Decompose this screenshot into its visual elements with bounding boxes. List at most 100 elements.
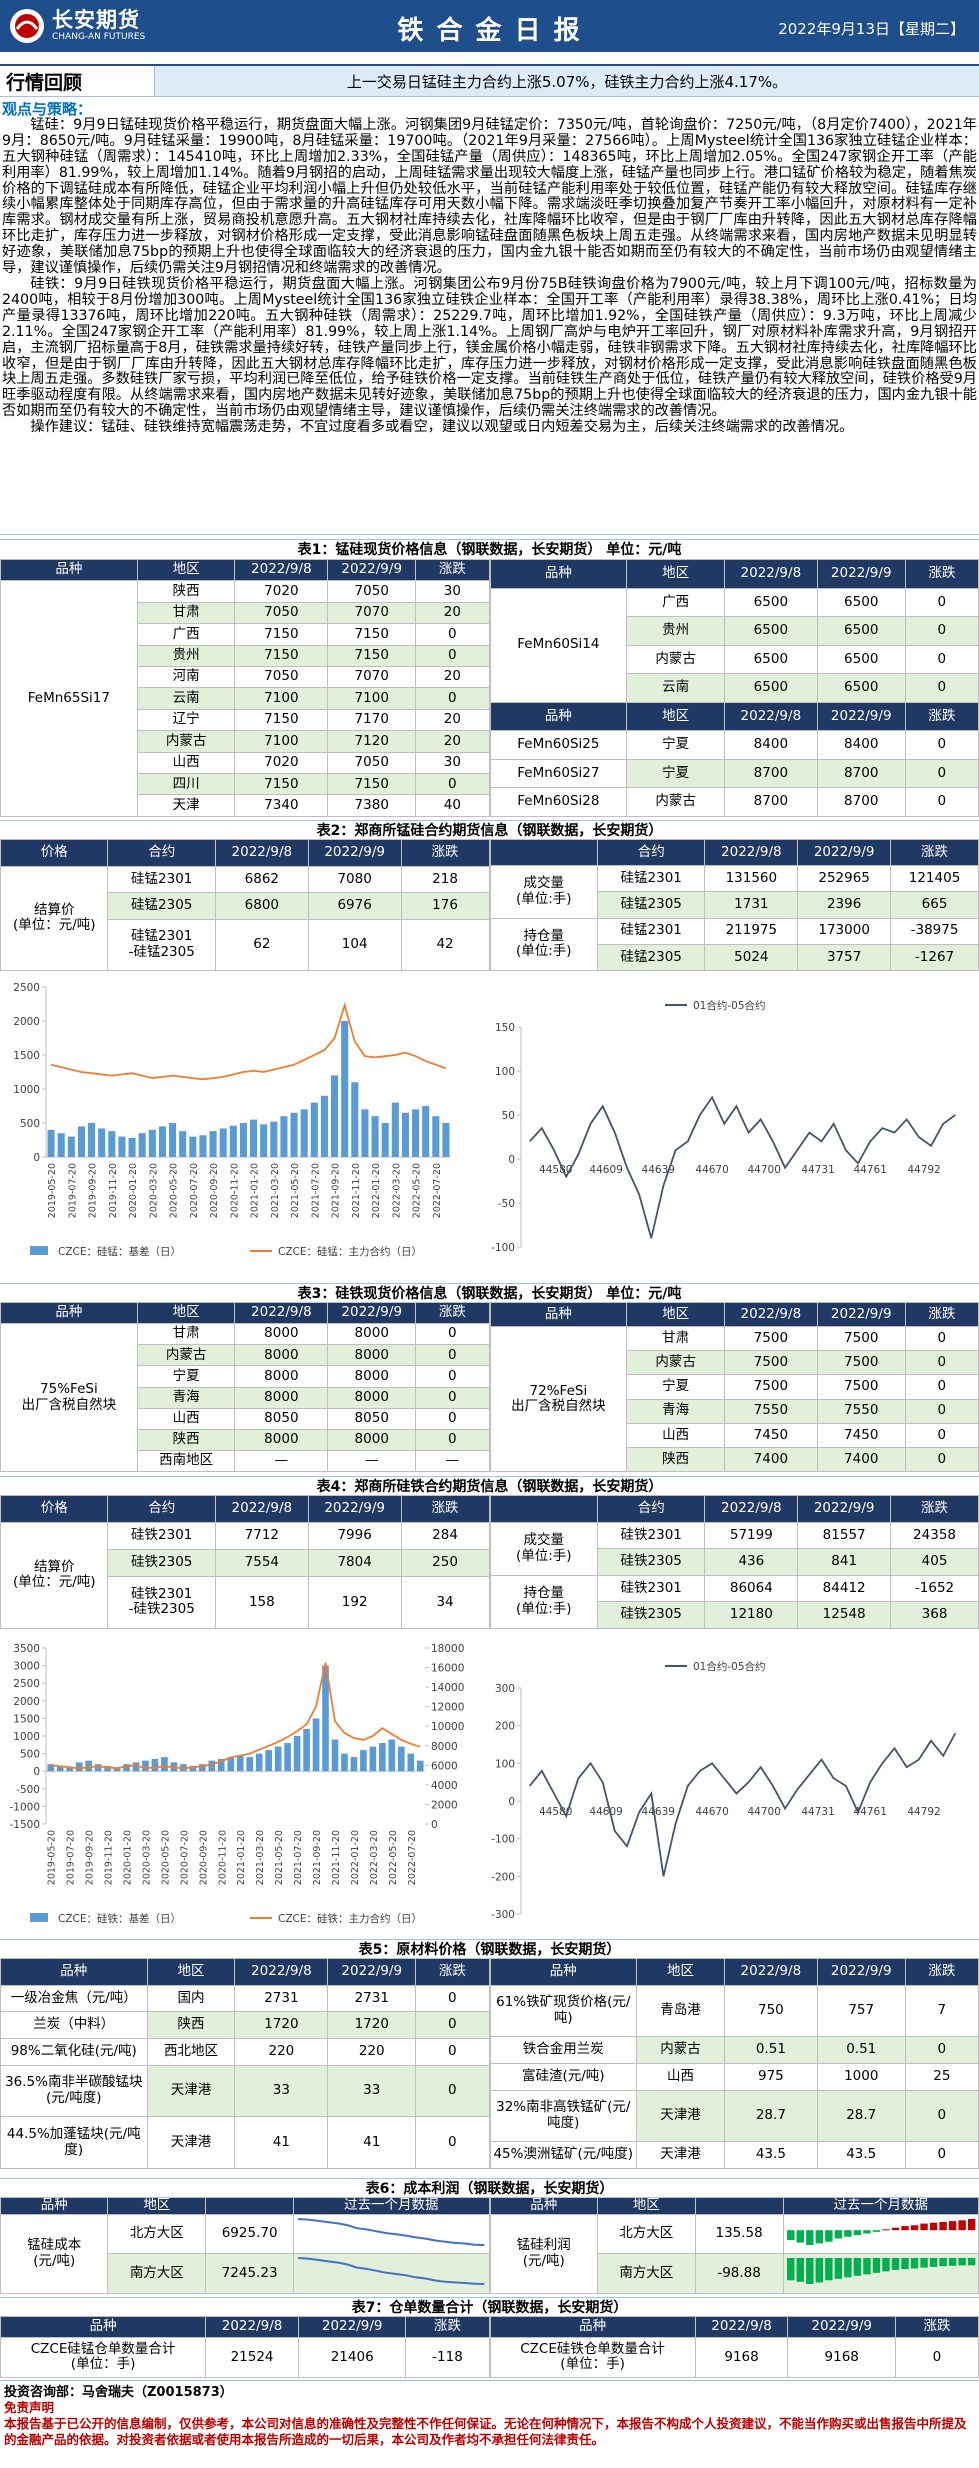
data-row: FeMn65Si17 陕西 7020 7050 30: [0, 580, 490, 817]
x-tick-label: 2021-07-20: [310, 1163, 321, 1218]
header-row: 品种 地区 2022/9/8 2022/9/9 涨跌: [489, 701, 979, 732]
bar: [350, 1757, 358, 1772]
group-label: 兰炭（中料）: [0, 2011, 148, 2039]
cell: 天津: [136, 794, 236, 817]
cell: 0: [904, 1446, 979, 1473]
data-row: FeMn60Si25 宁夏 8400 8400 0: [489, 730, 979, 760]
cell: 0: [894, 2336, 979, 2379]
cell: 硅铁2305: [596, 1601, 706, 1629]
x-tick-label: 2020-11-20: [229, 1163, 240, 1218]
bar: [88, 1123, 96, 1157]
table: 价格 合约 2022/9/8 2022/9/9 涨跌 结算价 (单位：元/吨) 硅铁2301…: [0, 1495, 979, 1630]
group-label: 一级冶金焦（元/吨）: [0, 1984, 148, 2013]
cell: 0: [904, 673, 979, 703]
y-tick-label: -200: [491, 1871, 515, 1883]
spark-cell: [293, 2213, 490, 2255]
bar: [158, 1126, 166, 1157]
header-cell: 2022/9/9: [327, 1301, 417, 1325]
bar: [123, 1764, 130, 1772]
header-cell: 品种: [0, 1301, 138, 1325]
bar: [151, 1758, 159, 1772]
cell: 6500: [816, 616, 906, 646]
cell: 7170: [327, 708, 417, 732]
table-title: 表4：郑商所硅铁合约期货信息（钢联数据，长安期货）: [0, 1476, 979, 1496]
spark-bar: [815, 2258, 823, 2283]
group-label: FeMn60Si28: [489, 787, 628, 817]
spark-bar: [967, 2258, 975, 2266]
group-label: 锰硅成本 (元/吨): [0, 2213, 109, 2294]
y-tick-label: 500: [20, 1118, 40, 1130]
data-row: 河南 7050 7070 20: [1, 666, 490, 689]
x-tick-label: 2021-03-20: [255, 1830, 266, 1885]
x-tick-label: 2022-05-20: [412, 1163, 423, 1218]
chart: -300 -200 -100 0 100 200 300 44580 44609 44639 446…: [491, 1660, 957, 1921]
data-row: 32%南非高铁锰矿(元/吨度) 天津港 28.7 28.7 0: [489, 2089, 979, 2143]
group-label: FeMn60Si25: [489, 730, 628, 760]
cell: 8000: [234, 1344, 329, 1367]
group-label: 成交量 (单位:手): [489, 865, 598, 919]
header-row: 品种 地区 过去一个月数据: [0, 2197, 490, 2215]
cell: 8000: [327, 1386, 417, 1409]
legend-label: CZCE：硅铁：主力合约（日）: [278, 1912, 422, 1925]
header-cell: 2022/9/9: [327, 558, 417, 582]
view-heading: 观点与策略：: [2, 102, 93, 118]
report-title: 铁 合 金 日 报: [397, 16, 582, 46]
bar: [341, 1021, 349, 1157]
header-cell: 品种: [0, 1958, 148, 1986]
header-cell: 地区: [136, 558, 236, 582]
data-row: 硅铁2305 7554 7804 250: [1, 1548, 490, 1577]
data-row: 青海 8000 8000 0: [1, 1386, 490, 1409]
header-row: 合约 2022/9/8 2022/9/9 涨跌: [489, 838, 979, 867]
group-label: FeMn60Si14: [489, 587, 628, 703]
cell: 21524: [205, 2336, 299, 2379]
spark-bar: [796, 2258, 804, 2282]
group-label: 61%铁矿现货价格(元/吨): [489, 1984, 638, 2038]
cell: 宁夏: [626, 758, 725, 789]
header-cell: 涨跌: [904, 1958, 979, 1986]
y-tick-label: 2500: [13, 1678, 40, 1690]
data-row: 75%FeSi 出厂含税自然块 甘肃 8000 8000 0: [0, 1323, 490, 1472]
cell: 20: [415, 730, 490, 753]
cell: 7500: [723, 1326, 818, 1352]
y-tick-label: -500: [16, 1784, 40, 1796]
x-tick-label: 2021-11-20: [331, 1830, 342, 1885]
data-row: 硅锰2301 -硅锰2305 62 104 42: [1, 918, 490, 972]
cell: 8050: [327, 1407, 417, 1430]
cell: 8400: [723, 730, 818, 760]
header-cell: 地区: [596, 2197, 696, 2215]
data-row: 61%铁矿现货价格(元/吨) 青岛港 750 757 7: [489, 1984, 979, 2038]
header-cell: 2022/9/9: [816, 559, 906, 589]
bar: [320, 1095, 328, 1157]
bar: [113, 1767, 121, 1772]
report-date: 2022年9月13日【星期二】: [778, 20, 965, 38]
data-row: 持仓量 (单位:手) 硅铁2301 86064 84412 -1652: [489, 1574, 979, 1630]
cell: 84412: [797, 1574, 892, 1603]
spark-bar: [881, 2228, 890, 2230]
table-half: 品种 地区 2022/9/8 2022/9/9 涨跌 61%铁矿现货价格(元/吨) 青岛港 7…: [489, 1958, 979, 2169]
cell: 7150: [327, 644, 417, 668]
cell: 0: [415, 2116, 490, 2169]
cell: 2396: [797, 891, 892, 919]
header-cell: 地区: [636, 1958, 725, 1986]
table-body: 品种 2022/9/8 2022/9/9 涨跌 CZCE硅铁仓单数量合计 (单位：手) 9…: [489, 2316, 979, 2379]
cell: 贵州: [136, 644, 236, 668]
bar: [118, 1136, 126, 1157]
cell: 252965: [797, 865, 892, 893]
cell: 158: [214, 1575, 309, 1630]
header-cell: 涨跌: [894, 2316, 979, 2338]
data-row: 云南 7100 7100 0: [1, 687, 490, 710]
line: [528, 1732, 957, 1877]
bar: [219, 1128, 227, 1157]
cell: 86064: [704, 1574, 799, 1603]
cell: 6500: [723, 673, 818, 703]
cell: 硅锰2305: [596, 891, 706, 919]
spark-bar: [805, 2229, 814, 2245]
table-half: 品种 地区 2022/9/8 2022/9/9 涨跌 FeMn60Si14 广西 6500 65…: [489, 559, 979, 817]
header-cell: 2022/9/8: [234, 1958, 329, 1986]
x-tick-label: 2022-05-20: [388, 1830, 399, 1885]
spark-bar: [805, 2258, 814, 2285]
x-tick-label: 44761: [853, 1806, 886, 1818]
header-cell: [694, 2197, 784, 2215]
legend-label: 01合约-05合约: [693, 1660, 766, 1673]
bar: [161, 1757, 168, 1772]
